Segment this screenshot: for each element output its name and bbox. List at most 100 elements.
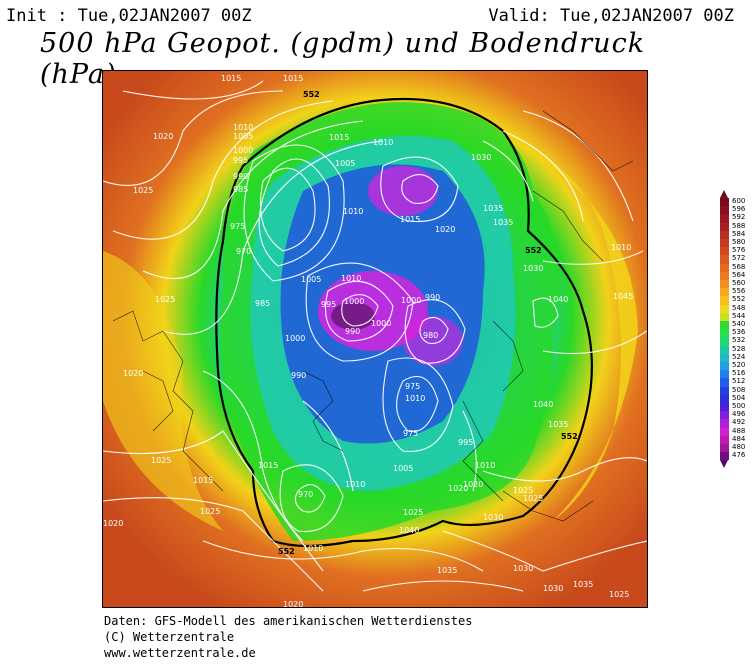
isobar-label: 970 — [298, 490, 313, 499]
isobar-label: 1010 — [373, 138, 393, 147]
weather-map: 1015 1025 1020 1020 1025 1010 1005 1000 … — [102, 70, 648, 608]
isobar-label: 995 — [233, 156, 248, 165]
scale-swatch — [720, 353, 729, 362]
isobar-label: 995 — [321, 300, 336, 309]
scale-value: 576 — [732, 246, 746, 255]
scale-swatch — [720, 444, 729, 453]
scale-value: 592 — [732, 213, 746, 222]
scale-swatch — [720, 312, 729, 321]
isobar-label: 1040 — [533, 400, 553, 409]
isobar-label: 1020 — [103, 519, 123, 528]
scale-swatch — [720, 370, 729, 379]
scale-value: 544 — [732, 311, 746, 320]
scale-value: 492 — [732, 418, 746, 427]
pressure-labels: 1015 1025 1020 1020 1025 1010 1005 1000 … — [103, 74, 633, 607]
isobar-label: 1025 — [200, 507, 220, 516]
geopot-label: 552 — [303, 90, 320, 99]
scale-value: 480 — [732, 443, 746, 451]
isobar-label: 1010 — [343, 207, 363, 216]
isobar-label: 1000 — [401, 296, 421, 305]
isobar-label: 1040 — [548, 295, 568, 304]
scale-value: 584 — [732, 229, 746, 238]
isobar-label: 1025 — [513, 486, 533, 495]
init-time: Init : Tue,02JAN2007 00Z — [6, 6, 252, 26]
scale-swatch — [720, 386, 729, 395]
scale-value: 560 — [732, 279, 746, 287]
scale-swatch — [720, 280, 729, 289]
scale-swatch — [720, 230, 729, 239]
isobar-label: 1000 — [371, 319, 391, 328]
scale-swatch — [720, 411, 729, 420]
scale-value: 516 — [732, 369, 746, 378]
scale-swatch — [720, 329, 729, 338]
valid-time: Valid: Tue,02JAN2007 00Z — [488, 6, 734, 26]
scale-swatch — [720, 222, 729, 231]
isobar-label: 1005 — [393, 464, 413, 473]
isobar-label: 1010 — [475, 461, 495, 470]
isobar-label: 1020 — [153, 132, 173, 141]
isobar-label: 1030 — [471, 153, 491, 162]
scale-value: 512 — [732, 377, 746, 386]
isobar-label: 1020 — [463, 480, 483, 489]
isobar-label: 1010 — [611, 243, 631, 252]
scale-value: 588 — [732, 221, 746, 230]
scale-value: 500 — [732, 402, 746, 410]
scale-top-triangle — [720, 190, 728, 198]
isobar-label: 1015 — [221, 74, 241, 83]
isobar-label: 990 — [345, 327, 360, 336]
isobar-label: 1025 — [403, 508, 423, 517]
scale-swatch — [720, 247, 729, 256]
isobar-label: 985 — [233, 185, 248, 194]
isobar-label: 1000 — [233, 146, 253, 155]
isobar-label: 975 — [230, 222, 245, 231]
scale-swatch — [720, 345, 729, 354]
isobar-label: 1025 — [609, 590, 629, 599]
isobar-label: 1020 — [123, 369, 143, 378]
isobar-label: 990 — [291, 371, 306, 380]
scale-swatch — [720, 419, 729, 428]
isobar-label: 1025 — [151, 456, 171, 465]
isobar-label: 1005 — [335, 159, 355, 168]
scale-value: 488 — [732, 426, 746, 435]
isobar-label: 1035 — [493, 218, 513, 227]
scale-swatch — [720, 288, 729, 297]
scale-swatch — [720, 304, 729, 313]
geopot-label: 552 — [278, 547, 295, 556]
isobar-label: 1015 — [283, 74, 303, 83]
isobar-label: 1035 — [437, 566, 457, 575]
footer-data-source: Daten: GFS-Modell des amerikanischen Wet… — [104, 614, 473, 628]
scale-swatch — [720, 378, 729, 387]
scale-swatch — [720, 255, 729, 264]
isobar-label: 1005 — [233, 132, 253, 141]
scale-swatch — [720, 296, 729, 305]
isobar-label: 975 — [405, 382, 420, 391]
isobar-label: 1035 — [483, 204, 503, 213]
isobar-label: 1005 — [301, 275, 321, 284]
isobar-label: 970 — [236, 247, 251, 256]
isobar-label: 995 — [458, 438, 473, 447]
isobar-label: 980 — [423, 331, 438, 340]
coastlines — [112, 110, 634, 522]
geopot-labels: 552 552 552 552 — [278, 90, 578, 556]
isobar-label: 990 — [425, 293, 440, 302]
scale-swatch — [720, 394, 729, 403]
isobar-label: 1010 — [345, 480, 365, 489]
scale-swatch — [720, 198, 729, 207]
isobar-label: 1015 — [193, 476, 213, 485]
geopot-label: 552 — [525, 246, 542, 255]
color-scale: 600 596 592 588 584 580 576 572 568 564 560 556 552 5… — [716, 190, 752, 482]
scale-swatch — [720, 321, 729, 330]
isobar-label: 985 — [255, 299, 270, 308]
isobar-label: 1025 — [523, 494, 543, 503]
isobar-label: 1030 — [483, 513, 503, 522]
isobar-label: 1030 — [523, 264, 543, 273]
scale-swatch — [720, 206, 729, 215]
footer-copyright: (C) Wetterzentrale — [104, 630, 235, 644]
scale-value: 568 — [732, 262, 746, 271]
scale-value: 564 — [732, 270, 746, 279]
isobar-label: 1020 — [283, 600, 303, 607]
geopot-label: 552 — [561, 432, 578, 441]
scale-swatch — [720, 263, 729, 272]
scale-swatch — [720, 427, 729, 436]
scale-value: 484 — [732, 434, 746, 443]
